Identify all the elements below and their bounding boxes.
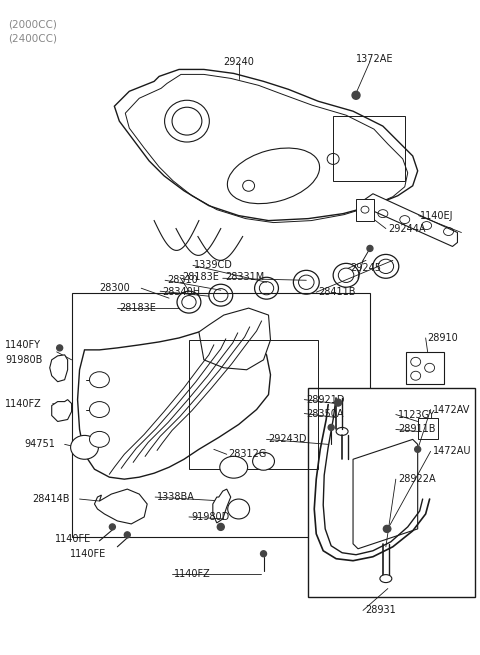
Circle shape [217, 523, 224, 531]
Text: 1140EJ: 1140EJ [420, 211, 453, 221]
Text: 1140FE: 1140FE [70, 549, 106, 559]
Polygon shape [353, 440, 418, 549]
Circle shape [124, 532, 130, 538]
Circle shape [367, 246, 373, 252]
Circle shape [335, 399, 342, 406]
Bar [356, 198, 374, 221]
Text: 29245: 29245 [350, 263, 381, 273]
Text: 29240: 29240 [223, 56, 254, 67]
Polygon shape [213, 489, 231, 523]
Text: 1339CD: 1339CD [194, 260, 233, 271]
Polygon shape [95, 489, 147, 524]
Circle shape [328, 424, 334, 430]
Text: 28911B: 28911B [398, 424, 435, 434]
Circle shape [384, 525, 390, 533]
Text: 1140FE: 1140FE [55, 534, 91, 544]
Text: 29244A: 29244A [388, 223, 425, 234]
Text: 28183E: 28183E [120, 303, 156, 313]
Text: 1123GY: 1123GY [398, 409, 435, 419]
Circle shape [57, 345, 63, 351]
Text: 28331M: 28331M [225, 272, 264, 282]
Text: 28411B: 28411B [318, 287, 356, 297]
Polygon shape [50, 355, 68, 382]
Text: 28414B: 28414B [32, 494, 69, 504]
Text: 28340H: 28340H [162, 287, 200, 297]
Text: 1140FZ: 1140FZ [5, 399, 42, 409]
Text: (2000CC): (2000CC) [8, 20, 57, 29]
Bar [189, 340, 318, 469]
Bar [333, 116, 405, 181]
Circle shape [415, 446, 420, 453]
Ellipse shape [380, 574, 392, 582]
Text: 28183E: 28183E [182, 272, 219, 282]
Text: (2400CC): (2400CC) [8, 33, 57, 44]
Ellipse shape [228, 499, 250, 519]
Polygon shape [52, 400, 72, 421]
Circle shape [109, 524, 115, 530]
Text: 1140FY: 1140FY [5, 340, 41, 350]
Polygon shape [114, 69, 418, 221]
Polygon shape [199, 308, 271, 370]
Polygon shape [78, 328, 271, 479]
Ellipse shape [220, 457, 248, 478]
Text: 29243D: 29243D [268, 434, 307, 444]
Text: 1338BA: 1338BA [157, 492, 195, 502]
Text: 91980D: 91980D [191, 512, 229, 522]
Ellipse shape [89, 432, 109, 447]
Bar [418, 417, 438, 440]
Polygon shape [363, 194, 457, 246]
Text: 28931: 28931 [365, 605, 396, 616]
Circle shape [352, 91, 360, 100]
Text: 91980B: 91980B [5, 355, 42, 365]
Ellipse shape [89, 402, 109, 417]
Bar [308, 388, 475, 597]
Text: 28921D: 28921D [306, 394, 345, 405]
Ellipse shape [252, 453, 275, 470]
Ellipse shape [71, 436, 98, 459]
Text: 1372AE: 1372AE [356, 54, 394, 64]
Bar [406, 352, 444, 384]
Text: 94751: 94751 [25, 440, 56, 449]
Text: 28312G: 28312G [229, 449, 267, 459]
Text: 28910: 28910 [428, 333, 458, 343]
Circle shape [385, 526, 391, 532]
Text: 1472AU: 1472AU [432, 446, 471, 457]
Text: 28350A: 28350A [306, 409, 344, 419]
Text: 28310: 28310 [167, 275, 198, 286]
Circle shape [261, 551, 266, 557]
Text: 28922A: 28922A [398, 474, 435, 484]
Text: 28300: 28300 [99, 283, 130, 293]
Ellipse shape [89, 372, 109, 388]
Text: 1140FZ: 1140FZ [174, 569, 211, 578]
Text: 1472AV: 1472AV [432, 405, 470, 415]
Bar [72, 293, 370, 537]
